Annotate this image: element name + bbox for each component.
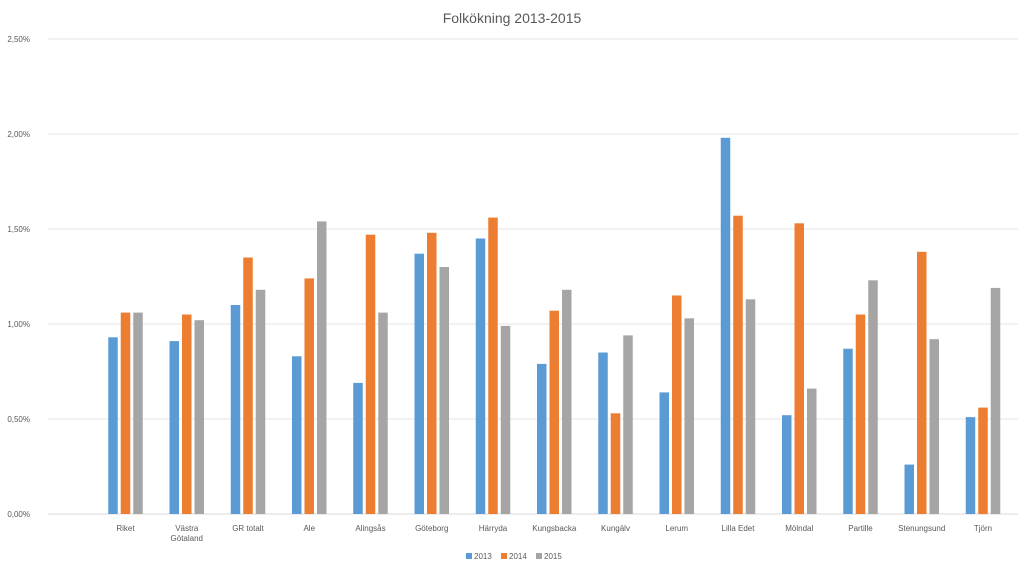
legend-swatch-2014 [501,553,507,559]
bar-2015 [929,339,939,514]
x-tick-label-line: Alingsås [355,524,385,533]
x-axis-tick-labels: Riket Västra Götaland GR totalt Ale Alingsås G… [116,524,992,543]
bar-2013 [475,238,486,514]
x-tick-label-line: Ale [303,524,315,533]
bar-2013 [292,356,302,514]
bar-2015 [868,280,878,514]
y-tick-label: 0,50% [7,415,30,424]
bar-2015 [562,289,572,514]
bar-2014 [427,232,437,515]
chart-title: Folkökning 2013-2015 [443,10,582,26]
bar-2015 [684,318,694,514]
x-tick-label: Tjörn [974,524,992,533]
bar-2015 [439,267,449,514]
bar-2014 [120,312,131,514]
bar-2014 [243,257,253,514]
x-tick-label: Västra Götaland [171,524,203,543]
bar-2013 [904,464,914,514]
y-tick-label: 2,00% [7,130,30,139]
bar-2015 [990,287,1001,514]
bar-2013 [720,137,731,515]
bar-2014 [794,223,804,515]
bar-2014 [488,217,498,514]
x-tick-label-line: Mölndal [785,524,813,533]
x-tick-label: GR totalt [232,524,264,533]
bar-2014 [182,314,192,514]
y-tick-label: 1,00% [7,320,30,329]
x-tick-label: Riket [116,524,135,533]
bar-2015 [623,335,633,514]
bar-2014 [733,215,743,514]
x-tick-label: Kungsbacka [532,524,577,533]
bar-2013 [965,417,976,514]
x-tick-label: Alingsås [355,524,385,533]
bar-2013 [169,341,179,514]
legend-label-2013: 2013 [474,552,492,561]
bar-2013 [782,415,792,514]
bar-2014 [978,407,988,514]
y-tick-label: 2,50% [7,35,30,44]
bar-2015 [317,221,327,514]
x-tick-label: Mölndal [785,524,813,533]
bar-2015 [378,312,388,514]
x-tick-label-line: Tjörn [974,524,992,533]
bar-2013 [598,352,608,514]
bar-2014 [549,310,559,514]
bar-2013 [108,337,118,514]
x-tick-label: Lilla Edet [722,524,756,533]
x-tick-label: Ale [303,524,315,533]
legend-swatch-2013 [466,553,472,559]
y-axis-tick-labels: 0,00% 0,50% 1,00% 1,50% 2,00% 2,50% [7,35,30,519]
bar-2015 [500,325,511,514]
bar-2015 [807,388,817,514]
x-tick-label-line: Göteborg [415,524,448,533]
x-tick-label: Lerum [665,524,688,533]
x-tick-label: Kungälv [601,524,630,533]
x-tick-label-line: Lerum [665,524,688,533]
legend-swatch-2015 [536,553,542,559]
bar-2014 [365,234,376,514]
x-tick-label-line: Kungsbacka [532,524,577,533]
x-tick-label: Göteborg [415,524,448,533]
bar-2013 [414,253,424,514]
legend-label-2015: 2015 [544,552,562,561]
x-tick-label: Stenungsund [898,524,945,533]
bar-2014 [672,295,682,514]
y-tick-label: 0,00% [7,510,30,519]
x-tick-label-line: Riket [116,524,135,533]
bar-2013 [353,382,363,514]
bar-2014 [917,251,927,515]
legend: 2013 2014 2015 [466,552,562,561]
bars [108,137,1001,515]
bar-2013 [843,348,853,514]
legend-label-2014: 2014 [509,552,527,561]
bar-2015 [194,320,204,514]
x-tick-label: Härryda [479,524,508,533]
y-tick-label: 1,50% [7,225,30,234]
x-tick-label-line: Västra [175,524,199,533]
bar-2015 [133,312,143,514]
x-tick-label-line: Lilla Edet [722,524,756,533]
bar-2013 [537,363,547,514]
x-tick-label-line: Stenungsund [898,524,945,533]
x-tick-label-line: Götaland [171,534,203,543]
bar-2013 [659,392,669,514]
x-tick-label-line: Kungälv [601,524,630,533]
bar-2014 [304,278,314,514]
x-tick-label-line: GR totalt [232,524,264,533]
x-tick-label-line: Härryda [479,524,508,533]
x-tick-label-line: Partille [848,524,873,533]
bar-2014 [610,413,621,514]
bar-2014 [855,314,866,514]
bar-2015 [255,289,266,514]
x-tick-label: Partille [848,524,873,533]
bar-2013 [230,305,241,514]
bar-2015 [745,299,756,514]
